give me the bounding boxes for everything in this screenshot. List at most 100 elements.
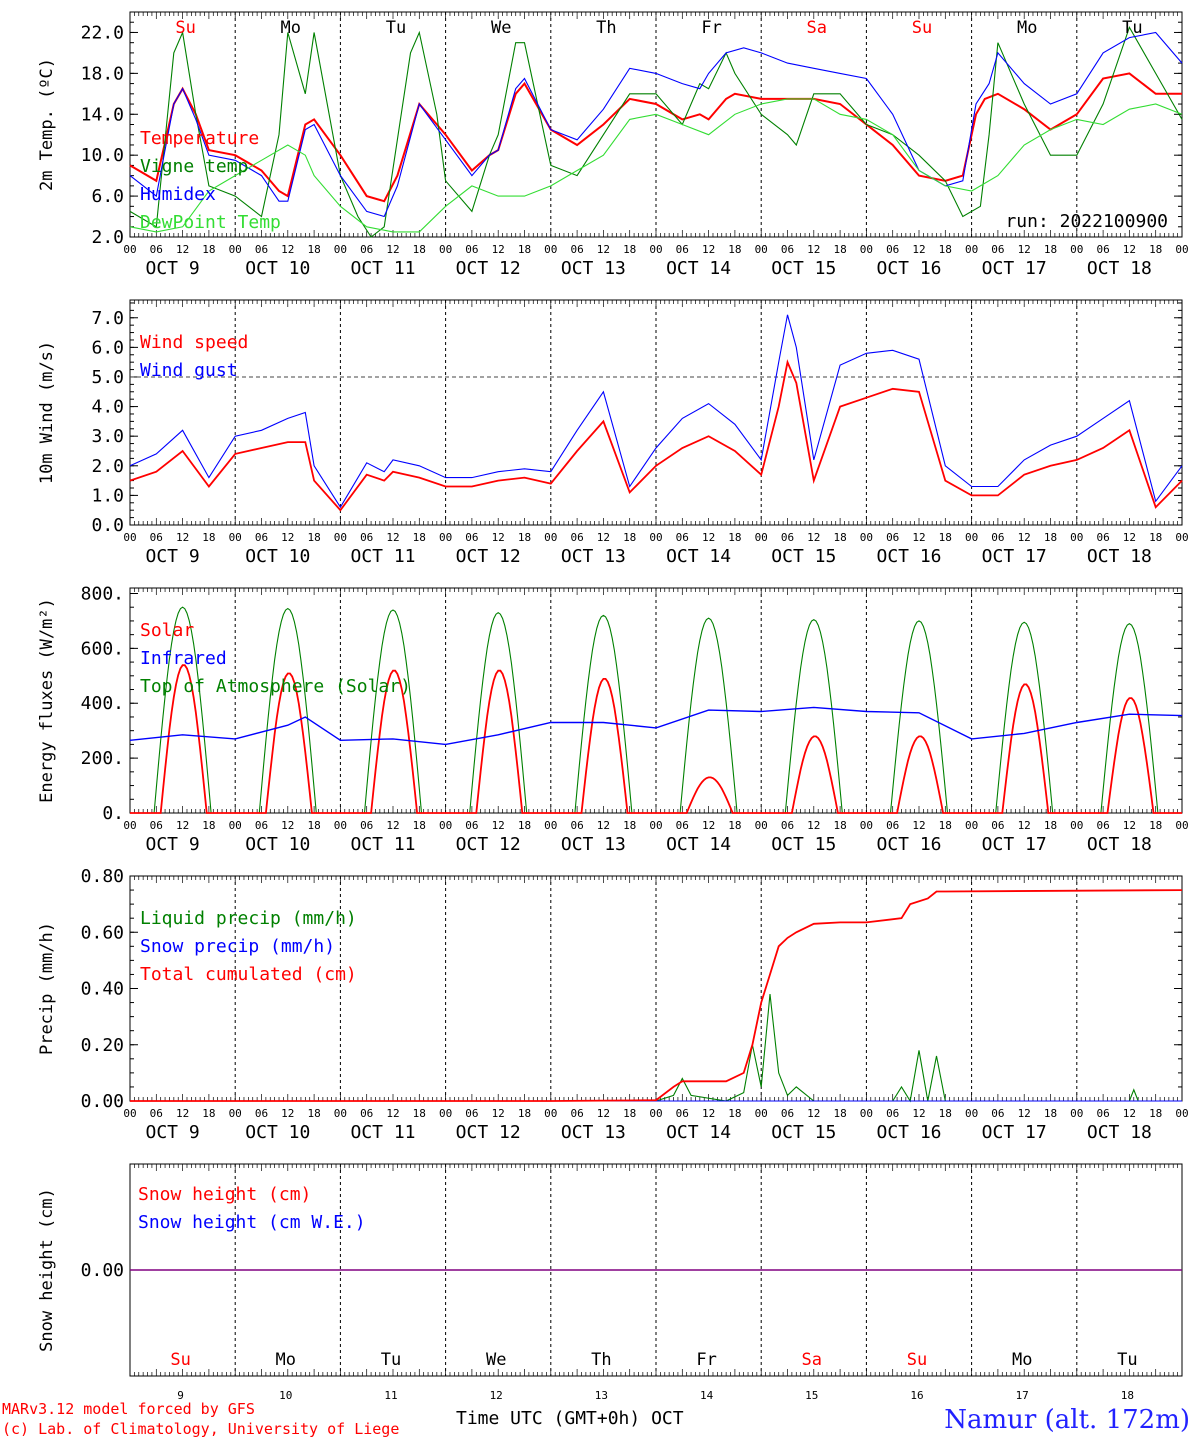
y-tick-label: 0.40: [81, 979, 124, 1000]
hour-tick-label: 06: [1096, 819, 1109, 832]
day-number: 15: [805, 1389, 818, 1402]
hour-tick-label: 06: [886, 819, 899, 832]
legend-entry: Vigne temp: [140, 156, 248, 177]
hour-tick-label: 06: [465, 1107, 478, 1120]
date-label: OCT 14: [666, 834, 731, 855]
hour-tick-label: 18: [833, 1107, 846, 1120]
hour-tick-label: 18: [1149, 531, 1162, 544]
hour-tick-label: 06: [360, 819, 373, 832]
hour-tick-label: 06: [781, 531, 794, 544]
hour-tick-label: 12: [386, 819, 399, 832]
hour-tick-label: 06: [781, 819, 794, 832]
hour-tick-label: 06: [570, 531, 583, 544]
day-number: 18: [1121, 1389, 1134, 1402]
hour-tick-label: 18: [307, 531, 320, 544]
hour-tick-label: 00: [123, 1107, 136, 1120]
hour-tick-label: 18: [518, 531, 531, 544]
day-name: Fr: [701, 18, 721, 38]
hour-tick-label: 18: [728, 819, 741, 832]
hour-tick-label: 12: [1123, 819, 1136, 832]
hour-tick-label: 18: [728, 243, 741, 256]
hour-tick-label: 12: [176, 1107, 189, 1120]
hour-tick-label: 18: [1044, 243, 1057, 256]
date-label: OCT 13: [561, 258, 626, 279]
day-number: 13: [595, 1389, 608, 1402]
y-tick-label: 14.0: [81, 104, 124, 125]
hour-tick-label: 18: [1149, 819, 1162, 832]
y-tick-label: 7.0: [91, 308, 124, 329]
hour-tick-label: 00: [860, 1107, 873, 1120]
hour-tick-label: 00: [1070, 531, 1083, 544]
series-line: [130, 664, 1182, 814]
y-tick-label: 5.0: [91, 367, 124, 388]
hour-tick-label: 12: [1123, 1107, 1136, 1120]
hour-tick-label: 06: [676, 1107, 689, 1120]
hour-tick-label: 18: [939, 243, 952, 256]
hour-tick-label: 00: [1175, 243, 1188, 256]
legend-entry: Infrared: [140, 648, 227, 669]
date-label: OCT 9: [146, 546, 200, 567]
hour-tick-label: 00: [334, 243, 347, 256]
date-label: OCT 10: [245, 1122, 310, 1143]
hour-tick-label: 18: [307, 819, 320, 832]
hour-tick-label: 12: [597, 243, 610, 256]
legend-entry: Liquid precip (mm/h): [140, 908, 357, 929]
y-tick-label: 0.20: [81, 1035, 124, 1056]
date-label: OCT 12: [456, 546, 521, 567]
day-name: Tu: [386, 18, 406, 38]
hour-tick-label: 06: [465, 243, 478, 256]
hour-tick-label: 12: [702, 531, 715, 544]
hour-tick-label: 12: [1018, 243, 1031, 256]
date-label: OCT 12: [456, 1122, 521, 1143]
date-label: OCT 11: [350, 546, 415, 567]
hour-tick-label: 00: [439, 1107, 452, 1120]
hour-tick-label: 00: [649, 1107, 662, 1120]
y-axis-label: 10m Wind (m/s): [37, 341, 57, 484]
y-tick-label: 0.00: [81, 1091, 124, 1112]
y-tick-label: 200.: [81, 748, 124, 769]
y-tick-label: 0.00: [81, 1260, 124, 1281]
hour-tick-label: 00: [1070, 243, 1083, 256]
day-name: Mo: [1017, 18, 1037, 38]
hour-tick-label: 06: [360, 1107, 373, 1120]
hour-tick-label: 00: [123, 243, 136, 256]
hour-tick-label: 12: [1123, 243, 1136, 256]
hour-tick-label: 00: [229, 1107, 242, 1120]
hour-tick-label: 18: [413, 243, 426, 256]
day-name: Tu: [1122, 18, 1142, 38]
day-name: Sa: [807, 18, 827, 38]
hour-tick-label: 12: [912, 1107, 925, 1120]
date-label: OCT 17: [982, 1122, 1047, 1143]
day-name: Sa: [802, 1350, 822, 1370]
hour-tick-label: 00: [544, 1107, 557, 1120]
date-label: OCT 10: [245, 546, 310, 567]
date-label: OCT 14: [666, 546, 731, 567]
hour-tick-label: 12: [386, 1107, 399, 1120]
hour-tick-label: 18: [202, 1107, 215, 1120]
hour-tick-label: 06: [570, 243, 583, 256]
hour-tick-label: 12: [702, 243, 715, 256]
legend-entry: Snow precip (mm/h): [140, 936, 335, 957]
y-tick-label: 0.60: [81, 922, 124, 943]
hour-tick-label: 06: [991, 1107, 1004, 1120]
hour-tick-label: 18: [518, 1107, 531, 1120]
hour-tick-label: 12: [1018, 531, 1031, 544]
y-axis-label: Snow height (cm): [37, 1188, 57, 1352]
model-credit: MARv3.12 model forced by GFS: [2, 1400, 255, 1418]
day-number: 16: [910, 1389, 923, 1402]
date-label: OCT 12: [456, 834, 521, 855]
hour-tick-label: 18: [833, 819, 846, 832]
y-tick-label: 800.: [81, 583, 124, 604]
day-number: 9: [177, 1389, 184, 1402]
date-label: OCT 15: [771, 834, 836, 855]
hour-tick-label: 12: [386, 243, 399, 256]
hour-tick-label: 06: [150, 531, 163, 544]
legend-entry: Snow height (cm W.E.): [138, 1212, 366, 1233]
hour-tick-label: 00: [965, 1107, 978, 1120]
hour-tick-label: 18: [728, 531, 741, 544]
run-label: run: 2022100900: [1005, 211, 1168, 232]
y-axis-label: Energy fluxes (W/m²): [37, 598, 57, 803]
day-name: Tu: [381, 1350, 401, 1370]
hour-tick-label: 18: [833, 531, 846, 544]
y-tick-label: 2.0: [91, 227, 124, 248]
